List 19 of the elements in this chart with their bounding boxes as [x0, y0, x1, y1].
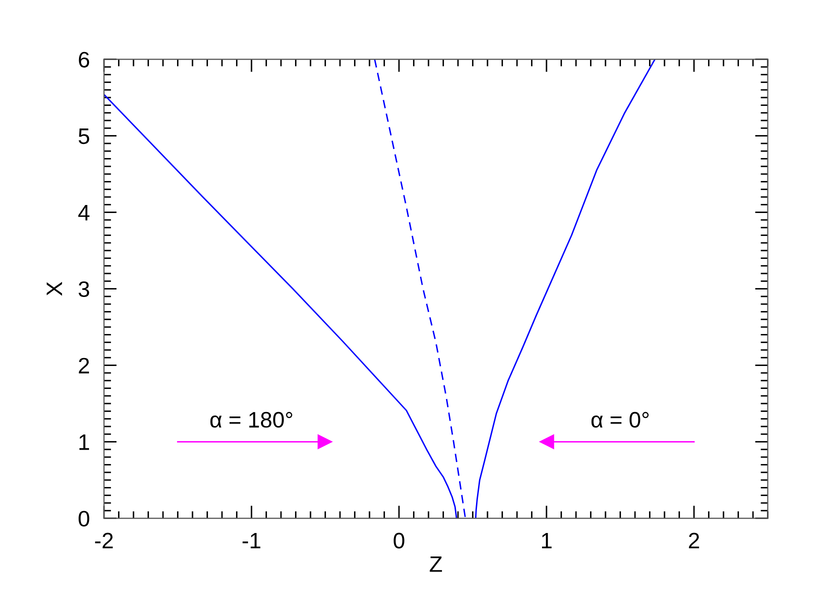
y-axis-title: X: [46, 282, 62, 296]
line-series: [475, 59, 656, 518]
y-tick-label: 5: [78, 128, 90, 144]
line-series: [374, 59, 466, 518]
annotation: α = 180°: [210, 412, 292, 428]
x-tick-label: -2: [95, 532, 113, 548]
x-tick-label: 2: [688, 532, 700, 548]
x-tick-label: -1: [242, 532, 260, 548]
x-tick-label: 0: [394, 532, 404, 548]
annotation: α = 0°: [591, 412, 649, 428]
y-tick-label: 2: [78, 358, 89, 374]
y-tick-label: 0: [78, 510, 90, 527]
y-tick-label: 1: [79, 434, 90, 450]
y-tick-label: 6: [78, 52, 90, 68]
y-tick-label: 3: [78, 281, 90, 298]
y-tick-label: 4: [78, 205, 90, 220]
x-axis-title: Z: [430, 556, 442, 572]
x-tick-label: 1: [542, 532, 552, 548]
line-series: [104, 94, 458, 518]
